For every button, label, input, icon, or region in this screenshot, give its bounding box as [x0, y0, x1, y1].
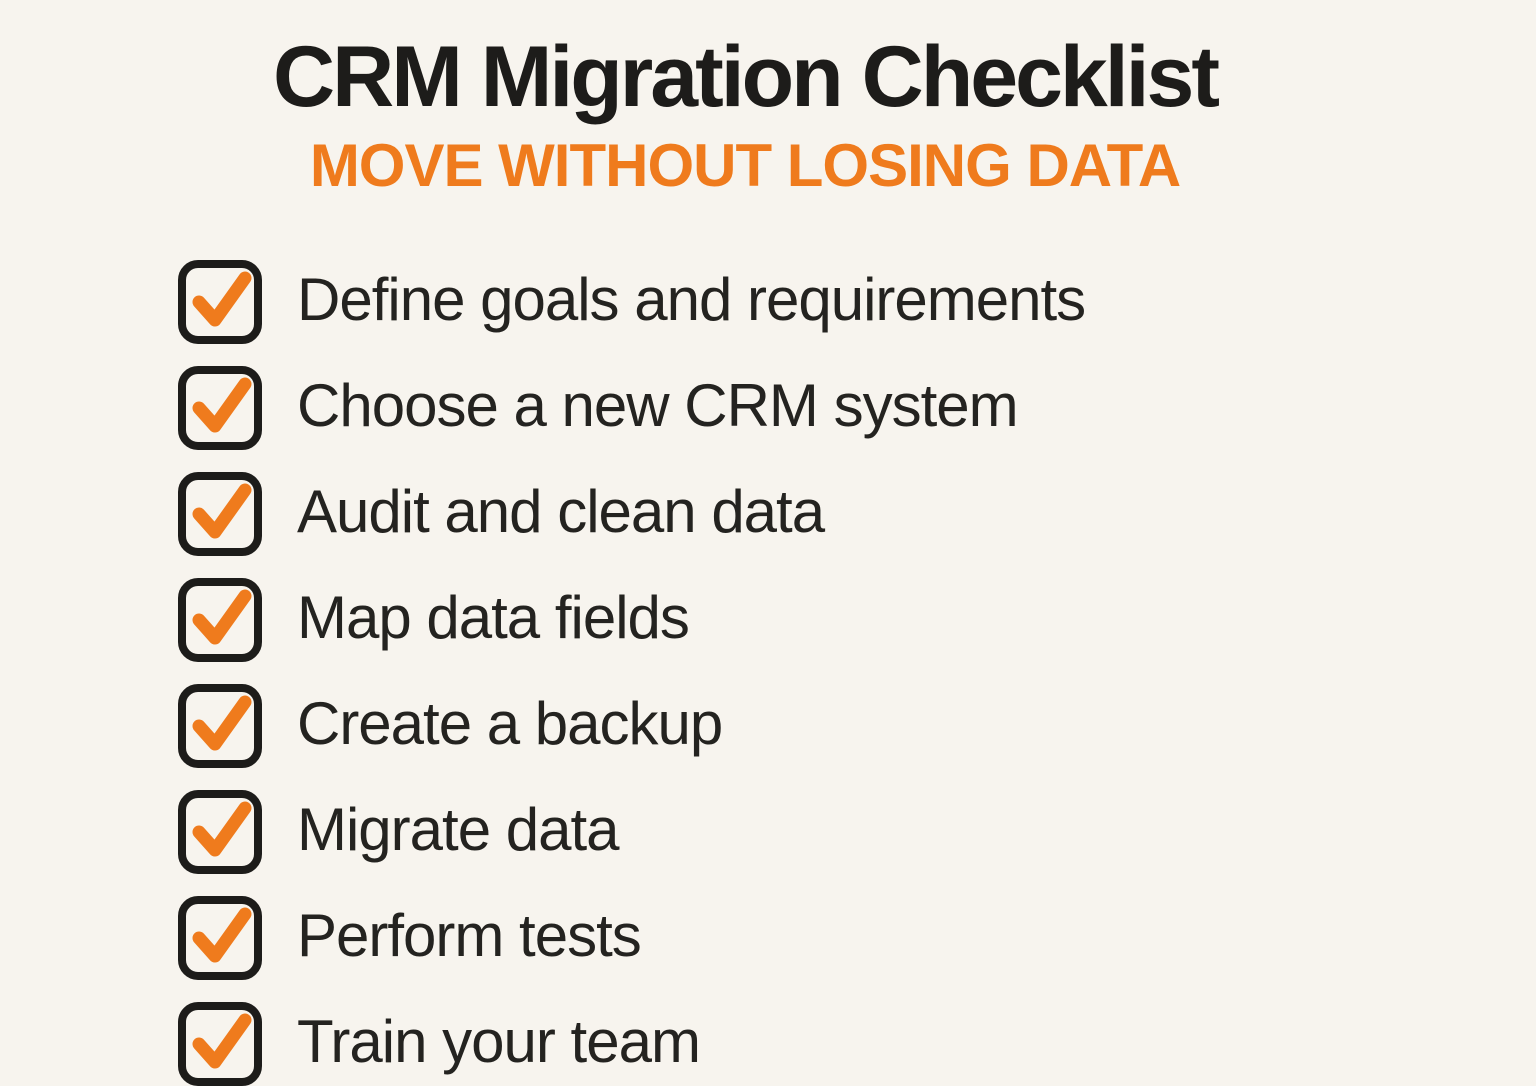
checkmark-icon: [192, 695, 252, 751]
checkbox-checked[interactable]: [178, 1002, 262, 1086]
checkbox-checked[interactable]: [178, 472, 262, 556]
infographic-canvas: CRM Migration Checklist MOVE WITHOUT LOS…: [0, 0, 1490, 1086]
checkbox-checked[interactable]: [178, 896, 262, 980]
checklist-item-label: Perform tests: [297, 902, 642, 969]
checklist-row: Map data fields: [178, 578, 690, 662]
checklist-item-label: Choose a new CRM system: [297, 372, 1019, 439]
checklist-item-label: Train your team: [297, 1008, 701, 1075]
checkbox-checked[interactable]: [178, 366, 262, 450]
header: CRM Migration Checklist MOVE WITHOUT LOS…: [0, 0, 1490, 196]
checklist-item-label: Migrate data: [297, 796, 620, 863]
checkmark-icon: [192, 907, 252, 963]
checkbox-checked[interactable]: [178, 260, 262, 344]
checklist: Define goals and requirements Choose a n…: [178, 260, 1086, 1086]
checklist-row: Train your team: [178, 1002, 701, 1086]
checklist-row: Audit and clean data: [178, 472, 825, 556]
page-title: CRM Migration Checklist: [273, 29, 1220, 125]
page-subtitle: MOVE WITHOUT LOSING DATA: [309, 132, 1181, 199]
checkmark-icon: [192, 377, 252, 433]
checklist-row: Create a backup: [178, 684, 723, 768]
checklist-item-label: Create a backup: [297, 690, 723, 757]
checkmark-icon: [192, 483, 252, 539]
checkbox-checked[interactable]: [178, 578, 262, 662]
checklist-item-label: Map data fields: [297, 584, 690, 651]
checklist-row: Perform tests: [178, 896, 642, 980]
checkbox-checked[interactable]: [178, 790, 262, 874]
checklist-row: Migrate data: [178, 790, 620, 874]
checkmark-icon: [192, 1013, 252, 1069]
checkmark-icon: [192, 271, 252, 327]
checklist-row: Define goals and requirements: [178, 260, 1086, 344]
checklist-row: Choose a new CRM system: [178, 366, 1019, 450]
checkmark-icon: [192, 589, 252, 645]
checklist-item-label: Audit and clean data: [297, 478, 825, 545]
checkmark-icon: [192, 801, 252, 857]
checklist-item-label: Define goals and requirements: [297, 266, 1086, 333]
checkbox-checked[interactable]: [178, 684, 262, 768]
